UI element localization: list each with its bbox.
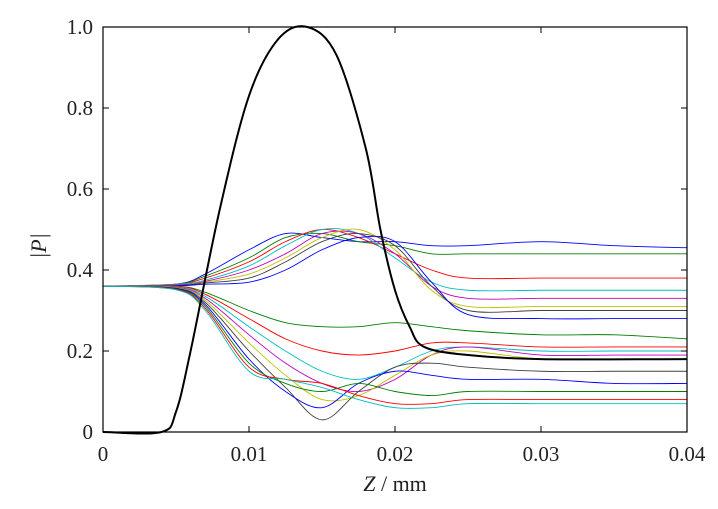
series-line-13 (102, 285, 687, 402)
series-line-16 (102, 285, 687, 397)
series-line-18 (102, 285, 687, 409)
series-line-8 (102, 235, 687, 320)
series-line-14 (102, 285, 687, 421)
x-tick-label: 0.04 (669, 442, 706, 466)
y-tick-label: 0 (83, 420, 94, 444)
ticks-group: 0 0.01 0.02 0.03 0.04 0 0.2 0.4 0.6 0.8 1.0 (67, 15, 706, 466)
envelope-line (102, 25, 688, 435)
y-tick-label: 0.4 (67, 258, 94, 282)
x-axis-label: Z / mm (363, 471, 427, 496)
series-line-9 (102, 285, 688, 340)
y-tick-label: 0.8 (67, 96, 93, 120)
y-tick-label: 0.6 (67, 177, 93, 201)
y-tick-label: 0.2 (67, 339, 93, 363)
series-line-11 (102, 285, 687, 380)
series-line-6 (102, 228, 687, 309)
x-tick-label: 0.02 (377, 442, 414, 466)
x-tick-label: 0 (98, 442, 109, 466)
y-tick-label: 1.0 (67, 15, 93, 39)
x-tick-label: 0.03 (523, 442, 560, 466)
y-axis-label: |P| (26, 233, 51, 259)
series-group (102, 25, 688, 435)
series-line-17 (102, 285, 687, 405)
x-tick-label: 0.01 (231, 442, 268, 466)
series-line-10 (102, 285, 687, 356)
